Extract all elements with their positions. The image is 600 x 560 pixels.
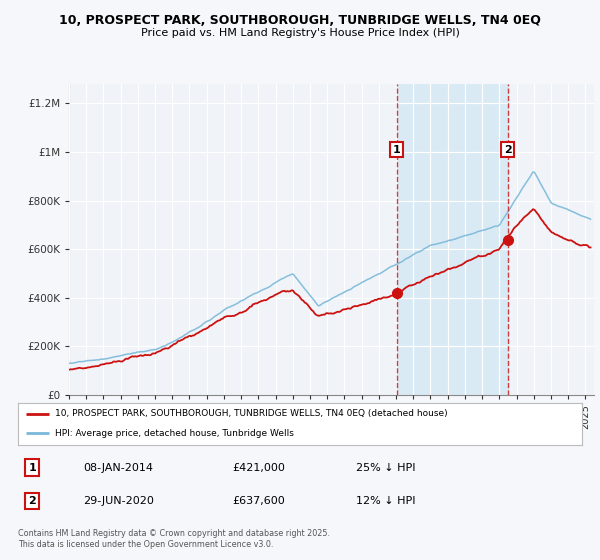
Text: 1: 1	[28, 463, 36, 473]
Text: 29-JUN-2020: 29-JUN-2020	[83, 496, 154, 506]
Text: £421,000: £421,000	[232, 463, 285, 473]
Bar	[397, 84, 508, 395]
Text: 25% ↓ HPI: 25% ↓ HPI	[356, 463, 416, 473]
Text: 1: 1	[392, 144, 400, 155]
Text: 2: 2	[28, 496, 36, 506]
Text: 10, PROSPECT PARK, SOUTHBOROUGH, TUNBRIDGE WELLS, TN4 0EQ: 10, PROSPECT PARK, SOUTHBOROUGH, TUNBRID…	[59, 14, 541, 27]
Text: Contains HM Land Registry data © Crown copyright and database right 2025.
This d: Contains HM Land Registry data © Crown c…	[18, 529, 330, 549]
Text: £637,600: £637,600	[232, 496, 285, 506]
Text: Price paid vs. HM Land Registry's House Price Index (HPI): Price paid vs. HM Land Registry's House …	[140, 28, 460, 38]
Text: 12% ↓ HPI: 12% ↓ HPI	[356, 496, 416, 506]
Text: 08-JAN-2014: 08-JAN-2014	[83, 463, 153, 473]
Text: HPI: Average price, detached house, Tunbridge Wells: HPI: Average price, detached house, Tunb…	[55, 429, 293, 438]
Text: 2: 2	[504, 144, 512, 155]
Text: 10, PROSPECT PARK, SOUTHBOROUGH, TUNBRIDGE WELLS, TN4 0EQ (detached house): 10, PROSPECT PARK, SOUTHBOROUGH, TUNBRID…	[55, 409, 447, 418]
